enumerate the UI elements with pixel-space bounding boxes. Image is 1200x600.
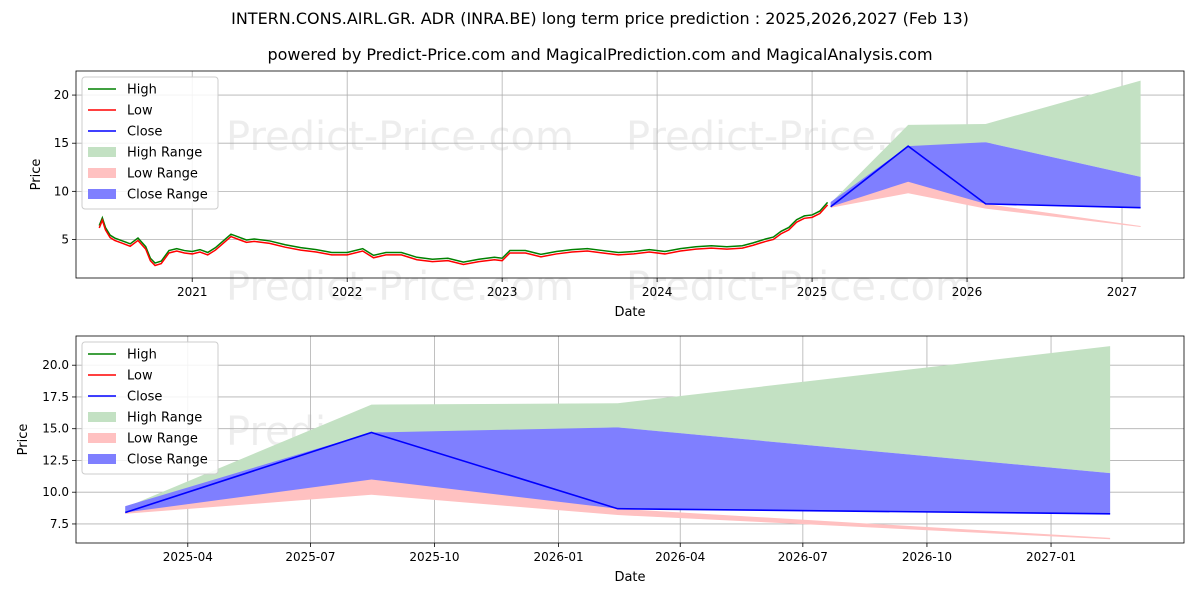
x-tick-label: 2021 [177,285,208,299]
x-tick-label: 2022 [332,285,363,299]
high-range-band [125,346,1111,510]
y-tick-label: 12.5 [42,453,69,467]
x-axis-label: Date [614,570,645,585]
legend-swatch-patch [88,412,116,422]
legend-label: High [127,348,157,363]
x-tick-label: 2026-07 [778,550,828,564]
legend-label: High [127,83,157,98]
y-tick-label: 20.0 [42,358,69,372]
panel-1: Predict-Price.com Predict-Price.com Predic… [29,70,1185,320]
legend-label: Close Range [127,453,208,468]
y-tick-label: 10 [54,184,69,198]
watermark-text: Predict-Price.com [626,264,974,310]
legend: High Low Close High Range Low Range Close Ran… [81,76,219,210]
watermark-text: Predict-Price.com [226,264,574,310]
chart-subtitle: powered by Predict-Price.com and Magical… [267,45,933,64]
y-tick-label: 17.5 [42,390,69,404]
x-tick-label: 2027 [1107,285,1138,299]
close-range-band [830,142,1141,208]
y-axis-label: Price [16,424,31,456]
legend: High Low Close High Range Low Range Close Ran… [81,341,219,475]
legend-label: High Range [127,411,202,426]
y-tick-label: 20 [54,88,69,102]
y-axis-label: Price [29,159,44,191]
legend-swatch-patch [88,454,116,464]
x-tick-label: 2025-07 [285,550,335,564]
x-axis-label: Date [614,305,645,320]
axes-frame [75,70,1185,279]
chart-title: INTERN.CONS.AIRL.GR. ADR (INRA.BE) long … [231,9,969,28]
x-tick-label: 2026-04 [655,550,705,564]
y-tick-label: 7.5 [50,517,69,531]
close-forecast-line [124,431,1111,515]
low-series-line [98,204,829,267]
x-tick-label: 2023 [487,285,518,299]
legend-label: Low [127,104,153,119]
x-tick-label: 2025-04 [163,550,213,564]
x-tick-label: 2026 [952,285,983,299]
legend-swatch-patch [88,189,116,199]
x-tick-label: 2025-10 [409,550,459,564]
legend-label: Close [127,125,162,140]
x-tick-label: 2027-01 [1026,550,1076,564]
y-tick-label: 10.0 [42,485,69,499]
y-tick-label: 15 [54,136,69,150]
axes-frame [75,335,1185,544]
x-tick-label: 2026-01 [534,550,584,564]
legend-label: Close Range [127,188,208,203]
legend-swatch-patch [88,433,116,443]
close-range-band [125,427,1111,514]
legend-swatch-patch [88,147,116,157]
low-range-band [125,470,1111,540]
high-range-band [830,80,1141,205]
y-tick-label: 5 [61,232,69,246]
low-range-band [830,174,1141,227]
y-tick-label: 15.0 [42,422,69,436]
legend-label: Low [127,369,153,384]
x-tick-label: 2025 [797,285,828,299]
legend-label: Close [127,390,162,405]
legend-swatch-patch [88,168,116,178]
legend-label: High Range [127,146,202,161]
x-tick-label: 2024 [642,285,673,299]
legend-label: Low Range [127,167,198,182]
high-series-line [98,201,829,264]
legend-label: Low Range [127,432,198,447]
x-tick-label: 2026-10 [902,550,952,564]
panel-2: Predict-Price.comPredict-Price.com2025-0… [16,335,1185,585]
watermark-text: Predict-Price.com [226,114,574,160]
close-forecast-line [830,145,1141,209]
